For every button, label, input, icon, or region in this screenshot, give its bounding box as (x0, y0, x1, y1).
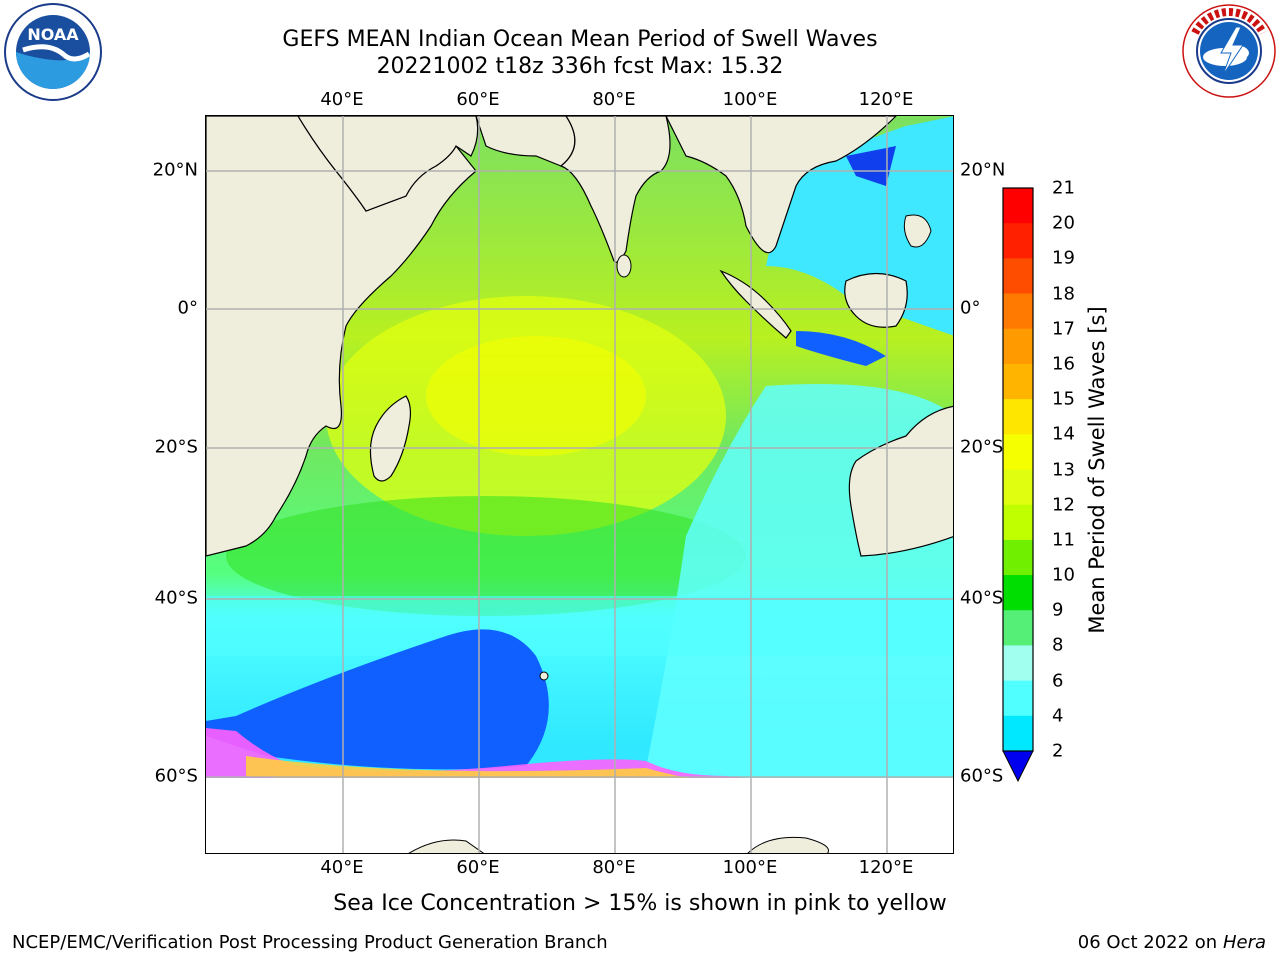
colorbar-tick-label: 20 (1052, 212, 1075, 234)
colorbar-tick-label: 15 (1052, 388, 1075, 410)
borneo-land (844, 272, 908, 328)
philippines-land (903, 214, 932, 248)
colorbar-tick-label: 9 (1052, 599, 1064, 621)
colorbar-extend-arrow (1002, 750, 1034, 783)
colorbar-tick-label: 13 (1052, 459, 1075, 480)
mid-swell-band (226, 496, 746, 616)
peak-swell-region (426, 336, 646, 456)
lon-label-top: 40°E (320, 89, 364, 110)
chart-subtitle: 20221002 t18z 336h fcst Max: 15.32 (376, 54, 784, 79)
map-frame (205, 115, 954, 854)
colorbar-tick-label: 17 (1052, 318, 1075, 340)
antarctica-land (408, 839, 485, 853)
colorbar-cell (1003, 293, 1033, 330)
colorbar-cell (1003, 363, 1033, 400)
colorbar-tick-label: 6 (1052, 670, 1064, 692)
footer-host: Hera (1222, 932, 1266, 953)
lat-label-right: 40°S (960, 587, 1004, 609)
java-sea (796, 331, 886, 366)
lon-label-top: 60°E (456, 89, 500, 110)
sea-ice-footnote: Sea Ice Concentration > 15% is shown in … (333, 891, 947, 916)
madagascar-land (369, 395, 412, 482)
lon-label-bottom: 40°E (320, 857, 364, 878)
kerguelen-island (539, 671, 549, 681)
lat-label-right: 60°S (960, 765, 1004, 787)
colorbar-tick-label: 19 (1052, 247, 1075, 269)
antarctica-land-east (747, 836, 829, 853)
southern-cyan-band (206, 596, 953, 656)
lon-label-bottom: 100°E (722, 857, 778, 878)
colorbar-tick-label: 10 (1052, 564, 1075, 586)
colorbar-cell (1003, 469, 1033, 506)
short-swell-region (206, 629, 549, 770)
gulf-of-tonkin (846, 146, 896, 186)
lat-label-left: 20°S (154, 436, 198, 458)
lat-label-right: 0° (960, 297, 981, 319)
lat-label-left: 20°N (152, 159, 198, 181)
colorbar-tick-label: 11 (1052, 529, 1075, 551)
colorbar-cell (1003, 223, 1033, 259)
chart-title: GEFS MEAN Indian Ocean Mean Period of Sw… (282, 27, 878, 52)
lon-label-bottom: 80°E (592, 857, 636, 878)
colorbar-tick-label: 8 (1052, 634, 1064, 656)
colorbar-tick-label: 18 (1052, 283, 1075, 305)
colorbar-cell (1003, 504, 1033, 541)
colorbar-cell (1003, 434, 1033, 470)
footer-date: 06 Oct 2022 on Hera (1078, 932, 1266, 953)
swell-period-map (206, 116, 953, 853)
colorbar-tick-label: 14 (1052, 423, 1075, 445)
graticule (206, 116, 953, 853)
colorbar-cell (1003, 399, 1033, 435)
noaa-logo: NOAA (4, 3, 102, 101)
australia-land (848, 405, 953, 557)
lat-label-right: 20°S (960, 436, 1004, 458)
colorbar-tick-label: 2 (1052, 740, 1064, 762)
lon-label-bottom: 120°E (858, 857, 914, 878)
colorbar-tick-label: 21 (1052, 177, 1075, 199)
colorbar-tick-label: 12 (1052, 494, 1075, 516)
sumatra-land (719, 269, 792, 339)
lat-label-left: 0° (177, 297, 198, 319)
colorbar-outline (1002, 187, 1034, 752)
lon-label-top: 120°E (858, 89, 914, 110)
colorbar-cell (1003, 539, 1033, 576)
colorbar-cell (1003, 575, 1033, 611)
colorbar-title: Mean Period of Swell Waves [s] (1085, 306, 1109, 634)
colorbar-cell (1003, 645, 1033, 682)
colorbar-cell (1003, 328, 1033, 365)
lat-label-right: 20°N (960, 159, 1006, 181)
antarctic-region (206, 778, 953, 853)
lat-label-left: 40°S (154, 587, 198, 609)
colorbar-cell (1003, 188, 1033, 224)
lon-label-top: 100°E (722, 89, 778, 110)
nws-logo (1182, 4, 1276, 98)
sri-lanka-land (616, 254, 632, 278)
noaa-logo-text: NOAA (27, 25, 79, 44)
colorbar-cell (1003, 258, 1033, 295)
colorbar-cell (1003, 680, 1033, 717)
footer-date-text: 06 Oct 2022 on (1077, 932, 1223, 953)
colorbar-cell (1003, 610, 1033, 646)
lon-label-bottom: 60°E (456, 857, 500, 878)
colorbar-tick-label: 16 (1052, 353, 1075, 375)
colorbar-tick-label: 4 (1052, 705, 1064, 727)
colorbar (1002, 187, 1034, 783)
indochina-land (665, 116, 897, 254)
colorbar-cell (1003, 715, 1033, 752)
footer-credit: NCEP/EMC/Verification Post Processing Pr… (12, 932, 608, 953)
lon-label-top: 80°E (592, 89, 636, 110)
lat-label-left: 60°S (154, 765, 198, 787)
